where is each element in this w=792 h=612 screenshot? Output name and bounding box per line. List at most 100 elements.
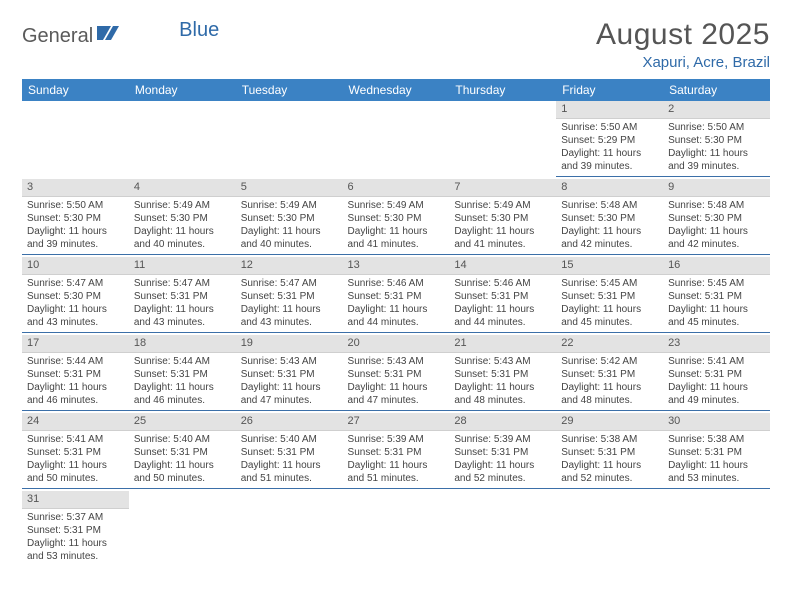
calendar-day-cell: 2Sunrise: 5:50 AMSunset: 5:30 PMDaylight… bbox=[663, 101, 770, 179]
day-number: 17 bbox=[22, 335, 129, 353]
day-number: 25 bbox=[129, 413, 236, 431]
location: Xapuri, Acre, Brazil bbox=[596, 54, 770, 71]
calendar-day-cell: 25Sunrise: 5:40 AMSunset: 5:31 PMDayligh… bbox=[129, 413, 236, 491]
day-details: Sunrise: 5:43 AMSunset: 5:31 PMDaylight:… bbox=[449, 353, 556, 411]
weekday-header: Monday bbox=[129, 79, 236, 101]
day-details: Sunrise: 5:50 AMSunset: 5:30 PMDaylight:… bbox=[22, 197, 129, 255]
calendar-table: SundayMondayTuesdayWednesdayThursdayFrid… bbox=[22, 79, 770, 573]
day-details: Sunrise: 5:50 AMSunset: 5:30 PMDaylight:… bbox=[663, 119, 770, 177]
day-details: Sunrise: 5:48 AMSunset: 5:30 PMDaylight:… bbox=[663, 197, 770, 255]
brand-logo: General Blue bbox=[22, 18, 219, 47]
calendar-day-cell: 13Sunrise: 5:46 AMSunset: 5:31 PMDayligh… bbox=[343, 257, 450, 335]
calendar-week-row: 17Sunrise: 5:44 AMSunset: 5:31 PMDayligh… bbox=[22, 335, 770, 413]
calendar-page: General Blue August 2025 Xapuri, Acre, B… bbox=[0, 0, 792, 583]
calendar-empty-cell bbox=[22, 101, 129, 179]
day-number: 12 bbox=[236, 257, 343, 275]
day-number: 24 bbox=[22, 413, 129, 431]
day-number: 13 bbox=[343, 257, 450, 275]
calendar-empty-cell bbox=[343, 491, 450, 573]
calendar-day-cell: 18Sunrise: 5:44 AMSunset: 5:31 PMDayligh… bbox=[129, 335, 236, 413]
day-details: Sunrise: 5:47 AMSunset: 5:31 PMDaylight:… bbox=[236, 275, 343, 333]
day-number: 7 bbox=[449, 179, 556, 197]
day-details: Sunrise: 5:49 AMSunset: 5:30 PMDaylight:… bbox=[343, 197, 450, 255]
calendar-empty-cell bbox=[236, 491, 343, 573]
calendar-day-cell: 21Sunrise: 5:43 AMSunset: 5:31 PMDayligh… bbox=[449, 335, 556, 413]
flag-icon bbox=[97, 24, 119, 47]
day-number: 30 bbox=[663, 413, 770, 431]
header: General Blue August 2025 Xapuri, Acre, B… bbox=[22, 18, 770, 71]
brand-part1: General bbox=[22, 26, 93, 46]
day-number: 27 bbox=[343, 413, 450, 431]
calendar-empty-cell bbox=[343, 101, 450, 179]
day-details: Sunrise: 5:47 AMSunset: 5:30 PMDaylight:… bbox=[22, 275, 129, 333]
calendar-body: 1Sunrise: 5:50 AMSunset: 5:29 PMDaylight… bbox=[22, 101, 770, 573]
calendar-day-cell: 15Sunrise: 5:45 AMSunset: 5:31 PMDayligh… bbox=[556, 257, 663, 335]
day-details: Sunrise: 5:38 AMSunset: 5:31 PMDaylight:… bbox=[663, 431, 770, 489]
calendar-week-row: 10Sunrise: 5:47 AMSunset: 5:30 PMDayligh… bbox=[22, 257, 770, 335]
day-number: 2 bbox=[663, 101, 770, 119]
day-details: Sunrise: 5:39 AMSunset: 5:31 PMDaylight:… bbox=[449, 431, 556, 489]
calendar-day-cell: 8Sunrise: 5:48 AMSunset: 5:30 PMDaylight… bbox=[556, 179, 663, 257]
calendar-day-cell: 6Sunrise: 5:49 AMSunset: 5:30 PMDaylight… bbox=[343, 179, 450, 257]
day-number: 16 bbox=[663, 257, 770, 275]
calendar-day-cell: 16Sunrise: 5:45 AMSunset: 5:31 PMDayligh… bbox=[663, 257, 770, 335]
day-details: Sunrise: 5:44 AMSunset: 5:31 PMDaylight:… bbox=[129, 353, 236, 411]
day-details: Sunrise: 5:44 AMSunset: 5:31 PMDaylight:… bbox=[22, 353, 129, 411]
day-details: Sunrise: 5:47 AMSunset: 5:31 PMDaylight:… bbox=[129, 275, 236, 333]
calendar-day-cell: 12Sunrise: 5:47 AMSunset: 5:31 PMDayligh… bbox=[236, 257, 343, 335]
calendar-empty-cell bbox=[556, 491, 663, 573]
day-number: 9 bbox=[663, 179, 770, 197]
day-number: 18 bbox=[129, 335, 236, 353]
calendar-empty-cell bbox=[236, 101, 343, 179]
day-details: Sunrise: 5:48 AMSunset: 5:30 PMDaylight:… bbox=[556, 197, 663, 255]
calendar-day-cell: 20Sunrise: 5:43 AMSunset: 5:31 PMDayligh… bbox=[343, 335, 450, 413]
month-title: August 2025 bbox=[596, 18, 770, 52]
calendar-day-cell: 22Sunrise: 5:42 AMSunset: 5:31 PMDayligh… bbox=[556, 335, 663, 413]
day-number: 15 bbox=[556, 257, 663, 275]
day-details: Sunrise: 5:40 AMSunset: 5:31 PMDaylight:… bbox=[129, 431, 236, 489]
calendar-empty-cell bbox=[663, 491, 770, 573]
day-details: Sunrise: 5:49 AMSunset: 5:30 PMDaylight:… bbox=[449, 197, 556, 255]
calendar-day-cell: 27Sunrise: 5:39 AMSunset: 5:31 PMDayligh… bbox=[343, 413, 450, 491]
day-number: 3 bbox=[22, 179, 129, 197]
calendar-day-cell: 5Sunrise: 5:49 AMSunset: 5:30 PMDaylight… bbox=[236, 179, 343, 257]
calendar-day-cell: 17Sunrise: 5:44 AMSunset: 5:31 PMDayligh… bbox=[22, 335, 129, 413]
weekday-header: Sunday bbox=[22, 79, 129, 101]
day-details: Sunrise: 5:38 AMSunset: 5:31 PMDaylight:… bbox=[556, 431, 663, 489]
day-number: 11 bbox=[129, 257, 236, 275]
day-number: 28 bbox=[449, 413, 556, 431]
weekday-header: Tuesday bbox=[236, 79, 343, 101]
day-number: 1 bbox=[556, 101, 663, 119]
weekday-header: Wednesday bbox=[343, 79, 450, 101]
day-details: Sunrise: 5:45 AMSunset: 5:31 PMDaylight:… bbox=[556, 275, 663, 333]
day-number: 10 bbox=[22, 257, 129, 275]
calendar-empty-cell bbox=[449, 101, 556, 179]
day-details: Sunrise: 5:40 AMSunset: 5:31 PMDaylight:… bbox=[236, 431, 343, 489]
calendar-empty-cell bbox=[449, 491, 556, 573]
calendar-day-cell: 29Sunrise: 5:38 AMSunset: 5:31 PMDayligh… bbox=[556, 413, 663, 491]
day-details: Sunrise: 5:46 AMSunset: 5:31 PMDaylight:… bbox=[343, 275, 450, 333]
day-number: 23 bbox=[663, 335, 770, 353]
day-details: Sunrise: 5:39 AMSunset: 5:31 PMDaylight:… bbox=[343, 431, 450, 489]
day-number: 6 bbox=[343, 179, 450, 197]
day-number: 5 bbox=[236, 179, 343, 197]
calendar-day-cell: 26Sunrise: 5:40 AMSunset: 5:31 PMDayligh… bbox=[236, 413, 343, 491]
day-details: Sunrise: 5:42 AMSunset: 5:31 PMDaylight:… bbox=[556, 353, 663, 411]
calendar-day-cell: 7Sunrise: 5:49 AMSunset: 5:30 PMDaylight… bbox=[449, 179, 556, 257]
day-details: Sunrise: 5:45 AMSunset: 5:31 PMDaylight:… bbox=[663, 275, 770, 333]
day-details: Sunrise: 5:46 AMSunset: 5:31 PMDaylight:… bbox=[449, 275, 556, 333]
day-number: 14 bbox=[449, 257, 556, 275]
calendar-day-cell: 31Sunrise: 5:37 AMSunset: 5:31 PMDayligh… bbox=[22, 491, 129, 573]
calendar-empty-cell bbox=[129, 101, 236, 179]
brand-part2: Blue bbox=[179, 20, 219, 40]
day-details: Sunrise: 5:49 AMSunset: 5:30 PMDaylight:… bbox=[129, 197, 236, 255]
calendar-day-cell: 4Sunrise: 5:49 AMSunset: 5:30 PMDaylight… bbox=[129, 179, 236, 257]
day-number: 20 bbox=[343, 335, 450, 353]
day-number: 21 bbox=[449, 335, 556, 353]
day-number: 19 bbox=[236, 335, 343, 353]
calendar-day-cell: 23Sunrise: 5:41 AMSunset: 5:31 PMDayligh… bbox=[663, 335, 770, 413]
day-details: Sunrise: 5:41 AMSunset: 5:31 PMDaylight:… bbox=[663, 353, 770, 411]
day-number: 4 bbox=[129, 179, 236, 197]
calendar-day-cell: 28Sunrise: 5:39 AMSunset: 5:31 PMDayligh… bbox=[449, 413, 556, 491]
calendar-day-cell: 24Sunrise: 5:41 AMSunset: 5:31 PMDayligh… bbox=[22, 413, 129, 491]
